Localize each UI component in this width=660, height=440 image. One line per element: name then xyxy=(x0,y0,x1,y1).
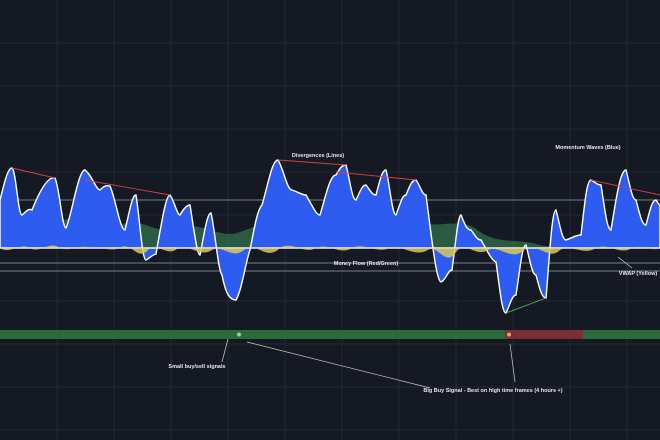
big-buy-dot xyxy=(507,332,511,337)
annotation: Divergences (Lines) xyxy=(292,153,344,159)
momentum-waves xyxy=(0,159,660,314)
annotation: VWAP (Yellow) xyxy=(619,271,658,277)
annotation: Money Flow (Red/Green) xyxy=(334,261,399,267)
signal-bar-red xyxy=(505,330,583,339)
annotation: Momentum Waves (Blue) xyxy=(555,145,620,151)
annotation: Big Buy Signal - Best on high time frame… xyxy=(423,388,562,394)
annotation: Small buy/sell signals xyxy=(168,364,225,370)
small-buy-dot xyxy=(237,332,241,337)
signal-bar xyxy=(0,330,660,339)
vwap xyxy=(0,245,660,258)
annotation-arrows xyxy=(221,256,633,389)
divergence-lines xyxy=(11,159,660,314)
